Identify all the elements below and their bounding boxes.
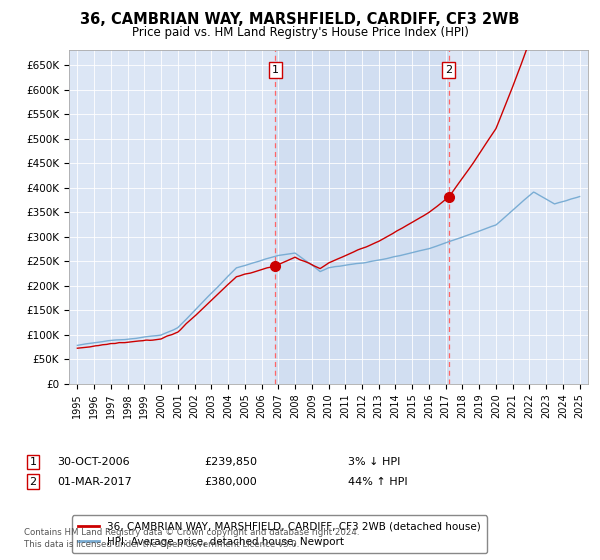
Text: 01-MAR-2017: 01-MAR-2017 — [57, 477, 132, 487]
Text: 3% ↓ HPI: 3% ↓ HPI — [348, 457, 400, 467]
Text: 1: 1 — [272, 65, 279, 75]
Bar — [275, 50, 449, 384]
Text: Price paid vs. HM Land Registry's House Price Index (HPI): Price paid vs. HM Land Registry's House … — [131, 26, 469, 39]
Text: 44% ↑ HPI: 44% ↑ HPI — [348, 477, 407, 487]
Text: 30-OCT-2006: 30-OCT-2006 — [57, 457, 130, 467]
Text: £239,850: £239,850 — [204, 457, 257, 467]
Text: 36, CAMBRIAN WAY, MARSHFIELD, CARDIFF, CF3 2WB: 36, CAMBRIAN WAY, MARSHFIELD, CARDIFF, C… — [80, 12, 520, 27]
Text: 2: 2 — [445, 65, 452, 75]
Text: 1: 1 — [29, 457, 37, 467]
Text: Contains HM Land Registry data © Crown copyright and database right 2024.
This d: Contains HM Land Registry data © Crown c… — [24, 528, 359, 549]
Legend: 36, CAMBRIAN WAY, MARSHFIELD, CARDIFF, CF3 2WB (detached house), HPI: Average pr: 36, CAMBRIAN WAY, MARSHFIELD, CARDIFF, C… — [71, 515, 487, 553]
Text: £380,000: £380,000 — [204, 477, 257, 487]
Text: 2: 2 — [29, 477, 37, 487]
